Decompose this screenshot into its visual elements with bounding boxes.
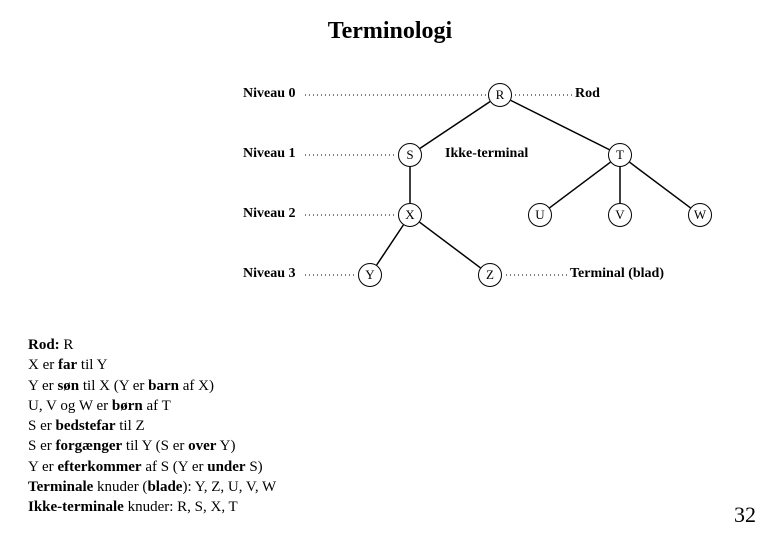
node-T: T xyxy=(608,143,632,167)
def-forgaenger: S er forgænger til Y (S er over Y) xyxy=(28,436,276,456)
def-born: U, V og W er børn af T xyxy=(28,396,276,416)
level-label-3: Niveau 3 xyxy=(243,266,296,282)
def-terminale: Terminale knuder (blade): Y, Z, U, V, W xyxy=(28,477,276,497)
def-rod: Rod: R xyxy=(28,335,276,355)
level-label-2: Niveau 2 xyxy=(243,206,296,222)
node-S: S xyxy=(398,143,422,167)
node-Z: Z xyxy=(478,263,502,287)
def-efterkommer: Y er efterkommer af S (Y er under S) xyxy=(28,457,276,477)
page-number: 32 xyxy=(734,502,756,528)
def-son: Y er søn til X (Y er barn af X) xyxy=(28,376,276,396)
node-V: V xyxy=(608,203,632,227)
node-R: R xyxy=(488,83,512,107)
edge-T-U xyxy=(550,162,611,208)
edges-layer xyxy=(0,45,780,325)
level-label-0: Niveau 0 xyxy=(243,86,296,102)
annotation-2: Terminal (blad) xyxy=(570,266,664,282)
node-X: X xyxy=(398,203,422,227)
edge-X-Y xyxy=(377,225,404,265)
edge-X-Z xyxy=(420,222,481,268)
edge-T-W xyxy=(630,162,691,208)
page-title: Terminologi xyxy=(0,18,780,45)
def-bedstefar: S er bedstefar til Z xyxy=(28,416,276,436)
annotation-0: Rod xyxy=(575,86,600,102)
node-W: W xyxy=(688,203,712,227)
level-label-1: Niveau 1 xyxy=(243,146,296,162)
annotation-1: Ikke-terminal xyxy=(445,146,528,162)
definitions-block: Rod: R X er far til Y Y er søn til X (Y … xyxy=(28,335,276,517)
def-ikke-terminale: Ikke-terminale knuder: R, S, X, T xyxy=(28,497,276,517)
def-far: X er far til Y xyxy=(28,355,276,375)
edge-R-S xyxy=(420,102,490,149)
node-U: U xyxy=(528,203,552,227)
tree-diagram: Niveau 0 Niveau 1 Niveau 2 Niveau 3 Rod Ikke-… xyxy=(0,45,780,325)
edge-R-T xyxy=(511,100,610,149)
node-Y: Y xyxy=(358,263,382,287)
